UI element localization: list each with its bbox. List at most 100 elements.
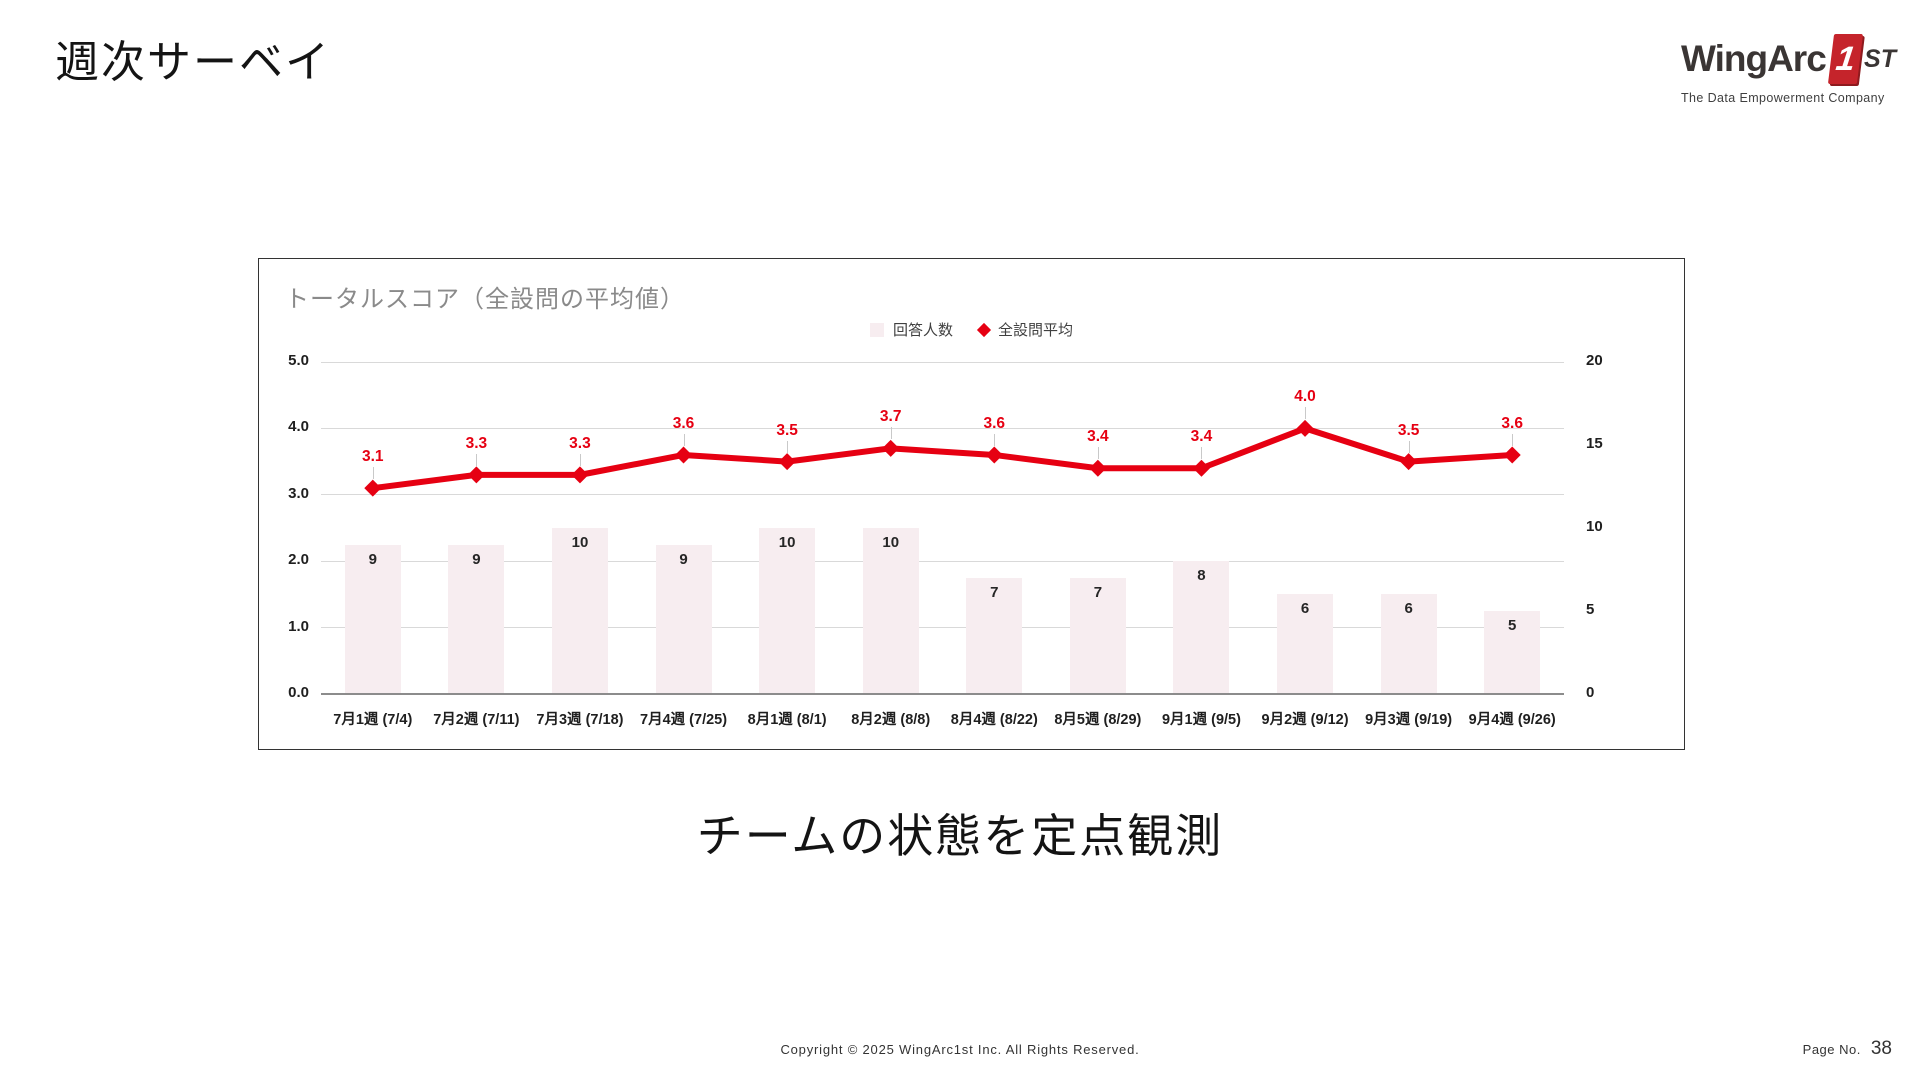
bar bbox=[1173, 561, 1230, 694]
right-axis-tick: 15 bbox=[1586, 435, 1603, 452]
logo-st-text: ST bbox=[1864, 44, 1896, 73]
legend-item-bar: 回答人数 bbox=[869, 319, 953, 340]
label-leader-line bbox=[476, 453, 478, 466]
line-value-label: 3.6 bbox=[672, 414, 695, 432]
page-number-label: Page No. bbox=[1802, 1042, 1861, 1057]
line-value-label: 3.5 bbox=[1397, 421, 1420, 439]
label-leader-line bbox=[1201, 447, 1203, 460]
line-value-label: 3.5 bbox=[776, 421, 798, 439]
diamond-swatch-icon bbox=[976, 322, 992, 337]
line-value-label: 4.0 bbox=[1294, 388, 1316, 406]
bar-value-label: 10 bbox=[882, 534, 900, 551]
x-axis-tick: 9月1週 (9/5) bbox=[1161, 712, 1241, 728]
line-value-label: 3.6 bbox=[1501, 414, 1523, 432]
logo-wordmark: WingArc 1 ST bbox=[1681, 34, 1896, 84]
copyright-text: Copyright © 2025 WingArc1st Inc. All Rig… bbox=[780, 1042, 1140, 1057]
bar bbox=[1069, 577, 1126, 694]
diamond-marker bbox=[985, 446, 1003, 464]
logo-brand-text: WingArc bbox=[1681, 38, 1827, 79]
legend-label-bar: 回答人数 bbox=[892, 322, 953, 339]
right-axis-tick: 20 bbox=[1586, 352, 1603, 369]
wingarc1st-logo: WingArc 1 ST The Data Empowerment Compan… bbox=[1681, 34, 1896, 105]
key-message: チームの状態を定点観測 bbox=[696, 810, 1224, 862]
label-leader-line bbox=[1512, 433, 1514, 446]
gridline bbox=[321, 427, 1564, 429]
x-axis-tick: 7月3週 (7/18) bbox=[536, 712, 624, 728]
bar-value-label: 6 bbox=[1404, 600, 1413, 618]
gridline bbox=[321, 361, 1564, 363]
x-axis-tick: 8月4週 (8/22) bbox=[950, 712, 1038, 728]
logo-one-icon: 1 bbox=[1827, 34, 1864, 84]
bar bbox=[344, 544, 401, 694]
x-axis-line bbox=[321, 693, 1564, 695]
chart-title: トータルスコア（全設問の平均値） bbox=[285, 286, 685, 313]
bar bbox=[966, 577, 1023, 694]
gridline bbox=[321, 560, 1564, 562]
gridline bbox=[321, 494, 1564, 496]
bar bbox=[1277, 594, 1334, 694]
diamond-marker bbox=[882, 439, 900, 457]
x-axis-tick: 9月3週 (9/19) bbox=[1365, 712, 1453, 728]
line-value-label: 3.3 bbox=[569, 434, 591, 452]
diamond-marker bbox=[1503, 446, 1521, 464]
page-number-value: 38 bbox=[1870, 1038, 1892, 1059]
line-value-label: 3.1 bbox=[362, 448, 384, 466]
line-value-label: 3.4 bbox=[1190, 428, 1213, 446]
bar-value-label: 7 bbox=[1093, 583, 1103, 601]
label-leader-line bbox=[683, 433, 685, 446]
right-axis-tick: 5 bbox=[1586, 601, 1595, 618]
logo-tagline: The Data Empowerment Company bbox=[1681, 91, 1885, 105]
bar-value-label: 6 bbox=[1300, 600, 1310, 618]
bar-value-label: 8 bbox=[1197, 567, 1206, 585]
right-axis-tick: 10 bbox=[1586, 518, 1603, 535]
label-leader-line bbox=[787, 440, 789, 453]
slide-title: 週次サーベイ bbox=[55, 38, 331, 87]
label-leader-line bbox=[1305, 407, 1307, 420]
label-leader-line bbox=[994, 433, 996, 446]
chart-legend: 回答人数 全設問平均 bbox=[259, 319, 1684, 340]
survey-chart: トータルスコア（全設問の平均値） 回答人数 全設問平均 5.0 4.0 3.0 2.0… bbox=[258, 258, 1685, 750]
line-path bbox=[369, 425, 1516, 492]
diamond-marker bbox=[1400, 453, 1418, 471]
diamond-marker bbox=[364, 479, 382, 497]
left-axis-tick: 4.0 bbox=[288, 418, 309, 436]
line-value-label: 3.6 bbox=[983, 414, 1006, 432]
gridline bbox=[321, 627, 1564, 629]
line-value-label: 3.4 bbox=[1087, 428, 1109, 446]
label-leader-line bbox=[372, 467, 374, 480]
diamond-marker bbox=[1089, 459, 1107, 477]
bar-value-label: 5 bbox=[1508, 617, 1517, 634]
bar-value-label: 7 bbox=[990, 583, 999, 601]
bar bbox=[1484, 611, 1541, 694]
bar bbox=[551, 528, 608, 694]
x-axis-tick: 9月2週 (9/12) bbox=[1261, 712, 1349, 728]
label-leader-line bbox=[890, 427, 892, 440]
bar-value-label: 9 bbox=[368, 550, 377, 568]
diamond-marker bbox=[675, 446, 693, 464]
bar-value-label: 9 bbox=[472, 550, 481, 568]
bar bbox=[448, 544, 505, 694]
bar-swatch-icon bbox=[869, 322, 884, 337]
x-axis-tick: 8月2週 (8/8) bbox=[851, 712, 931, 728]
legend-item-line: 全設問平均 bbox=[976, 319, 1074, 340]
diamond-marker bbox=[1296, 419, 1314, 437]
bar bbox=[759, 528, 816, 694]
x-axis-tick: 7月4週 (7/25) bbox=[640, 712, 728, 728]
bar bbox=[655, 544, 712, 694]
bar bbox=[862, 528, 919, 694]
left-axis-tick: 2.0 bbox=[288, 551, 309, 569]
legend-label-line: 全設問平均 bbox=[998, 322, 1074, 339]
diamond-marker bbox=[778, 453, 796, 471]
left-axis-tick: 0.0 bbox=[288, 684, 309, 701]
line-value-label: 3.7 bbox=[879, 408, 902, 426]
line-value-label: 3.3 bbox=[465, 434, 488, 452]
left-axis-tick: 5.0 bbox=[288, 352, 309, 369]
bar-value-label: 10 bbox=[571, 534, 589, 551]
diamond-marker bbox=[571, 466, 589, 484]
left-axis-tick: 1.0 bbox=[288, 617, 309, 635]
right-axis-tick: 0 bbox=[1586, 684, 1595, 701]
x-axis-tick: 8月1週 (8/1) bbox=[747, 712, 827, 728]
x-axis-tick: 8月5週 (8/29) bbox=[1054, 712, 1142, 728]
x-axis-tick: 7月1週 (7/4) bbox=[333, 712, 413, 728]
